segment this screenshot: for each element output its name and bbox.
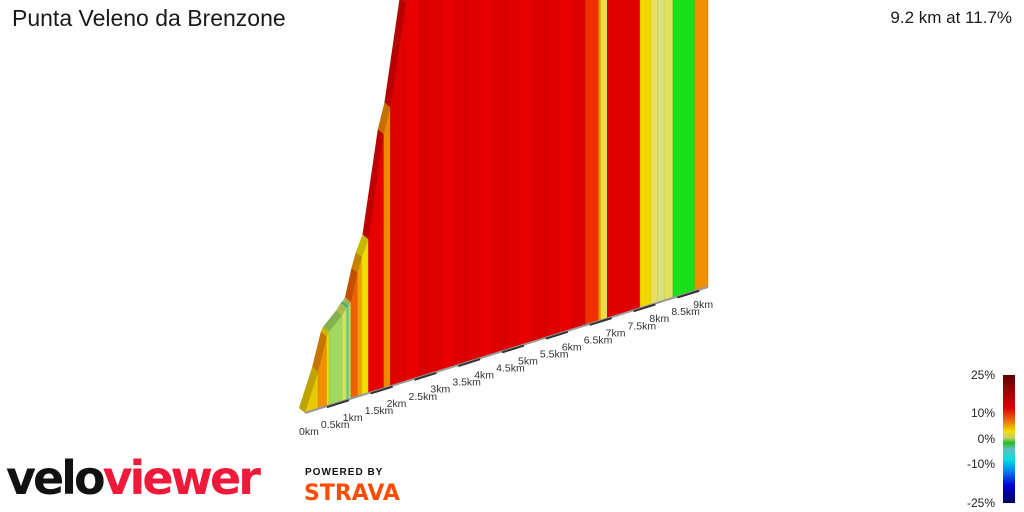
axis-band bbox=[326, 399, 350, 409]
colorscale-tick: 0% bbox=[977, 432, 995, 446]
x-tick-label: 5.5km bbox=[540, 348, 569, 360]
page-title: Punta Veleno da Brenzone bbox=[12, 5, 286, 31]
x-tick-label: 2.5km bbox=[409, 391, 438, 403]
profile-segment bbox=[357, 256, 363, 397]
x-tick-label: 3km bbox=[430, 384, 450, 396]
x-tick-label: 2km bbox=[387, 398, 407, 410]
x-tick-label: 8.5km bbox=[671, 306, 700, 318]
x-tick-label: 3.5km bbox=[452, 377, 481, 389]
profile-segment-top bbox=[377, 102, 391, 135]
profile-segment bbox=[650, 0, 658, 306]
profile-segment-top bbox=[342, 297, 351, 307]
x-tick-label: 4km bbox=[474, 370, 494, 382]
profile-segment bbox=[633, 0, 641, 311]
profile-segment-top bbox=[362, 129, 384, 240]
profile-segment-top bbox=[355, 234, 369, 257]
axis-band bbox=[677, 289, 700, 299]
profile-segment bbox=[657, 0, 665, 304]
profile-segment bbox=[607, 0, 634, 319]
profile-segment bbox=[558, 0, 573, 334]
axis-band bbox=[414, 371, 437, 381]
profile-segment bbox=[694, 0, 709, 292]
profile-segment bbox=[383, 107, 391, 389]
profile-segment bbox=[326, 331, 330, 407]
climb-summary: 9.2 km at 11.7% bbox=[890, 8, 1012, 27]
profile-segment bbox=[346, 305, 350, 401]
profile-segment bbox=[405, 0, 420, 382]
veloviewer-logo: veloviewer bbox=[6, 451, 261, 505]
profile-segment-top bbox=[403, 0, 407, 3]
profile-segment bbox=[361, 239, 369, 396]
x-tick-label: 6.5km bbox=[584, 334, 613, 346]
profile-segment bbox=[672, 0, 696, 299]
profile-segment-top bbox=[312, 331, 327, 372]
profile-segment-top bbox=[384, 0, 406, 108]
profile-segment-top bbox=[340, 301, 349, 308]
profile-segment-top bbox=[299, 366, 319, 413]
x-tick-label: 1km bbox=[343, 412, 363, 424]
x-tick-label: 1.5km bbox=[365, 405, 394, 417]
profile-segment bbox=[663, 0, 674, 302]
x-tick-label: 4.5km bbox=[496, 363, 525, 375]
x-tick-label: 7km bbox=[606, 327, 626, 339]
colorscale-tick: -25% bbox=[966, 496, 995, 510]
x-tick-label: 0km bbox=[299, 426, 319, 438]
profile-segment-top bbox=[323, 310, 343, 332]
x-tick-label: 0.5km bbox=[321, 419, 350, 431]
profile-segment bbox=[348, 301, 352, 400]
profile-segment bbox=[585, 0, 599, 326]
colorscale-tick: -10% bbox=[966, 457, 995, 471]
profile-segment-top bbox=[320, 326, 330, 337]
powered-by-label: POWERED BY bbox=[305, 467, 384, 478]
colorscale-tick: 25% bbox=[970, 368, 995, 382]
profile-segment bbox=[506, 0, 520, 351]
profile-segment bbox=[519, 0, 534, 347]
x-tick-label: 5km bbox=[518, 356, 538, 368]
profile-segment bbox=[600, 0, 608, 321]
x-tick-label: 6km bbox=[562, 341, 582, 353]
axis-band bbox=[589, 317, 612, 326]
axis-band bbox=[370, 385, 393, 395]
strava-logo: STRAVA bbox=[304, 481, 400, 506]
axis-band bbox=[545, 330, 569, 340]
profile-segment bbox=[532, 0, 547, 343]
profile-segment bbox=[571, 0, 586, 330]
profile-segment-top bbox=[344, 267, 358, 303]
profile-segment bbox=[418, 0, 428, 378]
axis-band bbox=[458, 358, 481, 368]
x-tick-label: 8km bbox=[649, 313, 669, 325]
x-tick-label: 9km bbox=[693, 299, 713, 311]
profile-segment bbox=[440, 0, 455, 371]
profile-segment bbox=[598, 0, 601, 322]
axis-band bbox=[633, 303, 656, 313]
profile-segment bbox=[453, 0, 468, 367]
profile-segment-top bbox=[351, 251, 362, 273]
colorscale-tick: 10% bbox=[970, 406, 995, 420]
axis-band bbox=[501, 344, 525, 354]
profile-segment bbox=[545, 0, 560, 339]
profile-segment bbox=[427, 0, 442, 375]
profile-segment bbox=[493, 0, 507, 355]
x-tick-label: 7.5km bbox=[628, 320, 657, 332]
profile-segment bbox=[466, 0, 481, 363]
gradient-colorscale bbox=[1003, 375, 1015, 503]
profile-segment bbox=[479, 0, 494, 359]
profile-segment bbox=[341, 306, 347, 402]
profile-segment bbox=[639, 0, 652, 309]
